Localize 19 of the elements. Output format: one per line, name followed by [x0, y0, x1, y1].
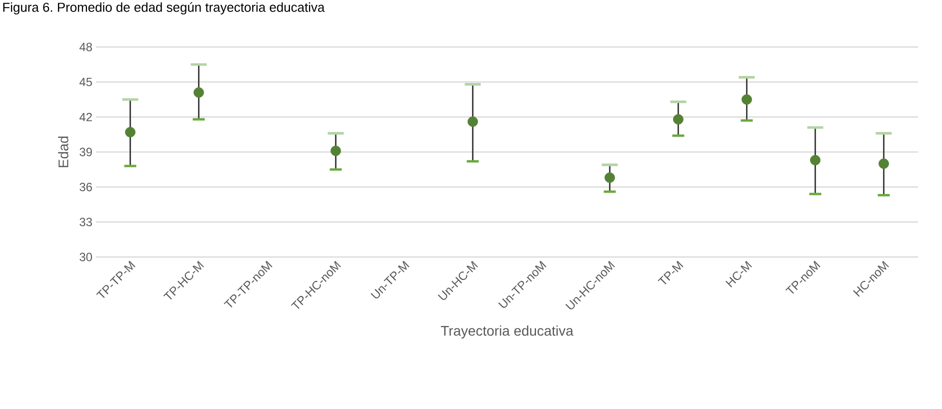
x-axis-title: Trayectoria educativa	[440, 326, 574, 339]
point	[810, 154, 820, 166]
y-tick-label: 42	[79, 112, 92, 122]
chart-title: Figura 6. Promedio de edad según trayectoria educativa	[3, 2, 325, 14]
y-tick-label: 33	[80, 218, 92, 226]
y-tick-label: 30	[80, 252, 92, 262]
point	[330, 146, 341, 156]
y-tick-label: 48	[79, 42, 92, 52]
y-tick-label: 36	[80, 182, 92, 192]
point	[604, 172, 615, 183]
point	[468, 116, 478, 127]
point	[878, 158, 889, 169]
point	[742, 94, 752, 105]
y-tick-label: 45	[79, 78, 92, 86]
point	[125, 126, 136, 138]
point	[194, 87, 204, 98]
y-tick-label: 39	[80, 148, 92, 156]
y-axis-title: Edad	[58, 136, 68, 168]
point	[673, 114, 684, 125]
